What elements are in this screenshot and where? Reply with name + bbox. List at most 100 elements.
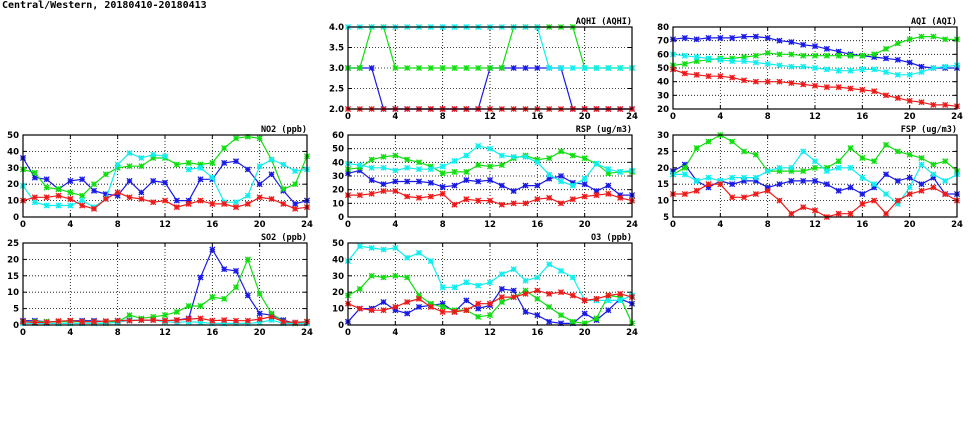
data-point	[138, 154, 145, 162]
data-point	[31, 174, 38, 181]
x-tick-label: 20	[904, 112, 916, 122]
x-tick-label: 12	[809, 220, 821, 230]
data-point	[404, 193, 411, 200]
data-point	[404, 178, 411, 185]
data-point	[368, 190, 375, 197]
data-point	[463, 64, 470, 72]
x-tick-label: 16	[206, 328, 218, 338]
data-point	[498, 285, 505, 292]
data-point	[368, 64, 375, 72]
data-point	[752, 33, 759, 40]
data-point	[55, 202, 62, 209]
data-point	[740, 194, 748, 201]
data-point	[764, 184, 771, 191]
data-point	[79, 318, 86, 325]
data-point	[593, 295, 600, 302]
page-title: Central/Western, 20180410-20180413	[2, 0, 207, 11]
data-point	[221, 317, 228, 324]
data-point	[31, 169, 38, 176]
data-point	[114, 164, 121, 171]
series-2	[344, 142, 636, 189]
data-point	[463, 297, 470, 304]
data-point	[415, 178, 423, 185]
data-point	[776, 62, 783, 69]
series-3	[19, 189, 311, 212]
data-point	[126, 317, 133, 324]
series-0	[344, 167, 636, 199]
x-tick-label: 12	[159, 220, 171, 230]
data-point	[894, 95, 901, 102]
data-point	[415, 194, 423, 201]
data-point	[906, 36, 913, 43]
data-point	[894, 71, 901, 78]
data-point	[705, 181, 712, 188]
data-point	[557, 312, 565, 319]
data-point	[811, 64, 819, 72]
data-point	[90, 318, 98, 325]
data-point	[705, 174, 712, 181]
y-tick-label: 50	[7, 131, 19, 141]
data-point	[788, 210, 795, 217]
data-point	[534, 159, 541, 166]
data-point	[534, 156, 541, 163]
series-3	[19, 313, 311, 326]
data-point	[800, 148, 807, 155]
data-point	[835, 164, 842, 171]
y-tick-label: 40	[332, 255, 344, 265]
data-point	[368, 156, 375, 163]
data-point	[161, 312, 169, 319]
plot-frame	[347, 134, 633, 218]
data-point	[918, 63, 925, 70]
data-point	[90, 205, 98, 212]
data-point	[475, 313, 482, 320]
data-point	[823, 52, 830, 59]
y-tick-label: 80	[657, 23, 669, 33]
x-tick-label: 0	[670, 220, 676, 230]
x-tick-label: 16	[531, 112, 543, 122]
data-point	[729, 74, 736, 81]
data-point	[463, 177, 470, 184]
data-point	[942, 36, 949, 43]
data-point	[356, 162, 363, 169]
y-tick-label: 4.0	[329, 23, 344, 33]
x-tick-label: 16	[856, 112, 868, 122]
data-point	[161, 197, 169, 204]
data-point	[67, 195, 74, 203]
data-point	[882, 141, 890, 148]
data-point	[185, 302, 192, 310]
data-point	[522, 153, 529, 160]
data-point	[415, 64, 423, 72]
data-point	[256, 310, 263, 317]
data-point	[486, 145, 494, 152]
data-point	[942, 158, 949, 165]
y-tick-label: 3.0	[329, 64, 344, 74]
data-point	[197, 274, 204, 281]
series-3	[344, 287, 636, 315]
data-point	[368, 177, 375, 184]
plot-frame	[22, 242, 308, 326]
data-point	[605, 297, 612, 304]
data-point	[392, 167, 399, 174]
data-point	[569, 196, 576, 203]
data-point	[557, 289, 565, 296]
data-point	[232, 267, 240, 274]
data-point	[835, 52, 842, 59]
x-tick-label: 0	[670, 112, 676, 122]
data-point	[546, 155, 553, 162]
data-point	[268, 317, 275, 324]
data-point	[439, 163, 446, 170]
data-point	[498, 271, 505, 278]
y-tick-label: 60	[657, 50, 669, 60]
data-point	[729, 194, 736, 201]
x-tick-label: 24	[301, 220, 313, 230]
data-point	[392, 64, 399, 72]
data-point	[451, 157, 458, 165]
data-point	[67, 189, 74, 196]
data-point	[292, 168, 299, 175]
data-point	[859, 190, 866, 198]
chart-title: NO2 (ppb)	[261, 125, 307, 135]
data-point	[427, 193, 434, 200]
data-point	[811, 43, 819, 50]
data-point	[581, 155, 588, 162]
data-point	[859, 66, 866, 73]
